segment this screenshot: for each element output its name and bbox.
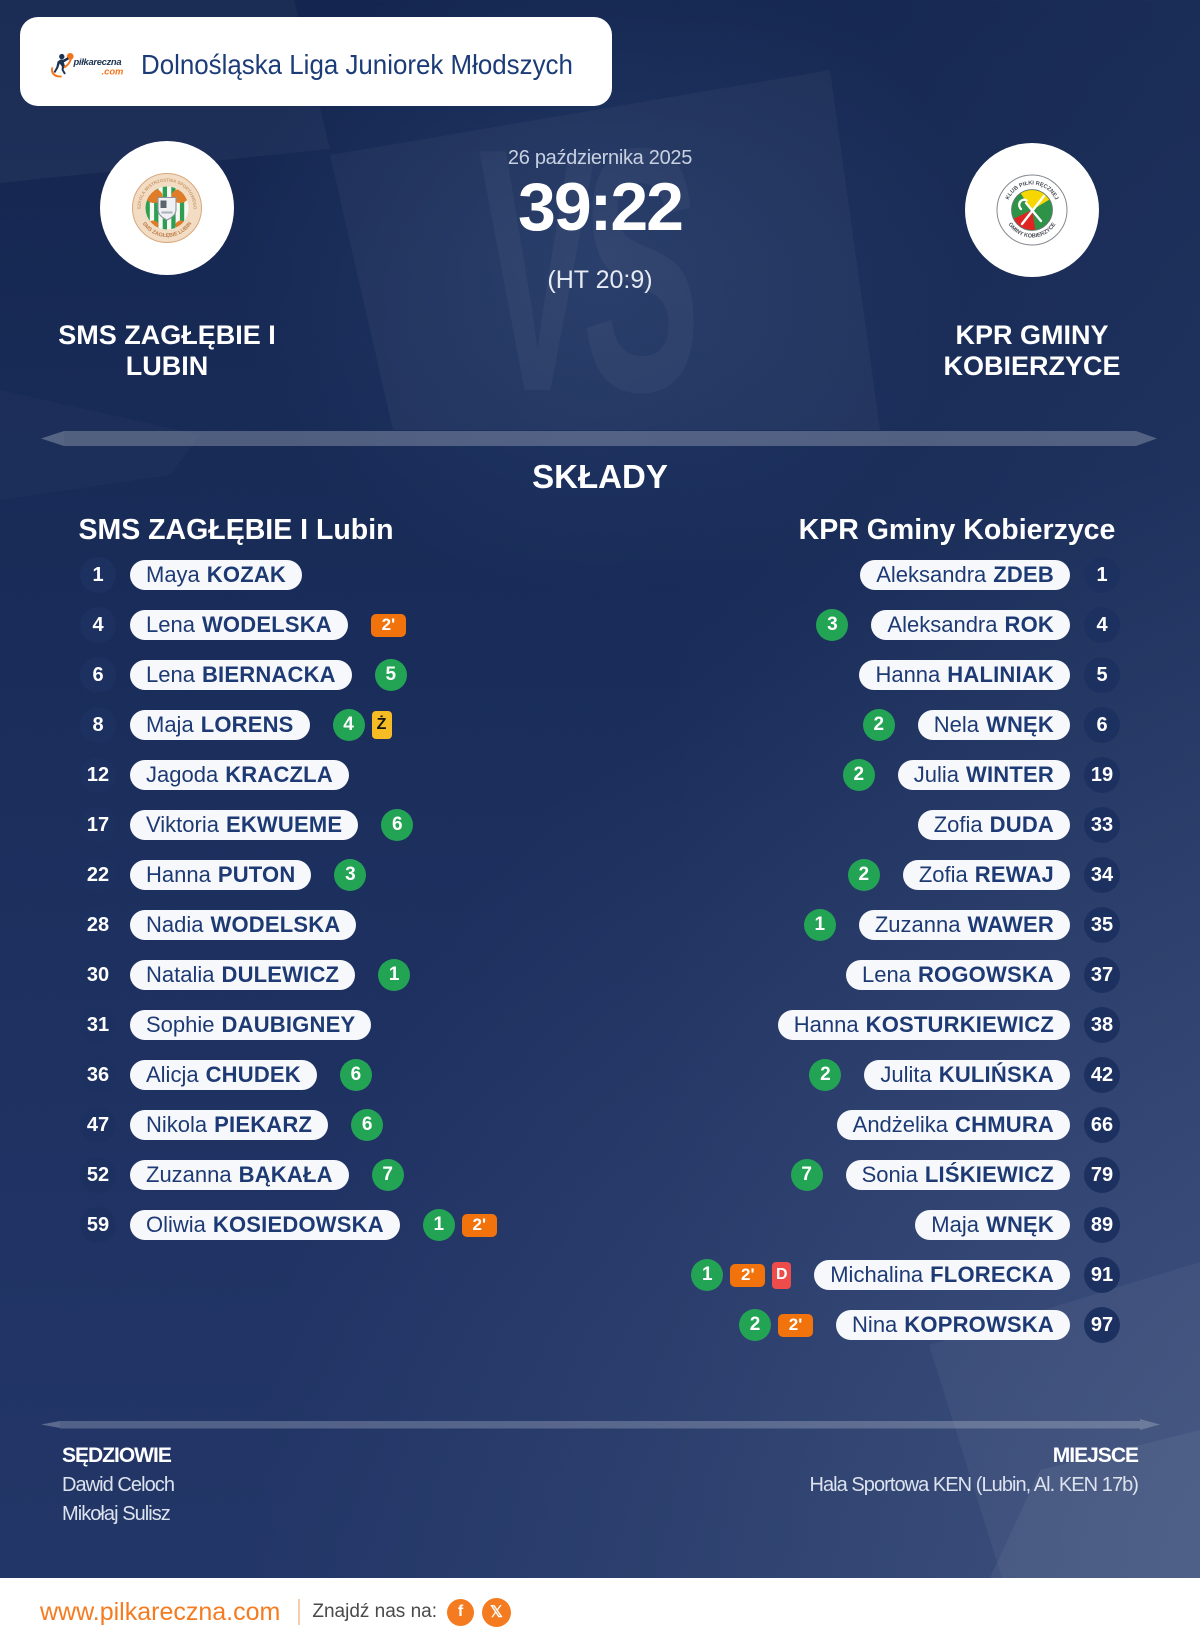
svg-text:.com: .com: [102, 66, 124, 77]
svg-text:piłkareczna: piłkareczna: [73, 56, 122, 67]
